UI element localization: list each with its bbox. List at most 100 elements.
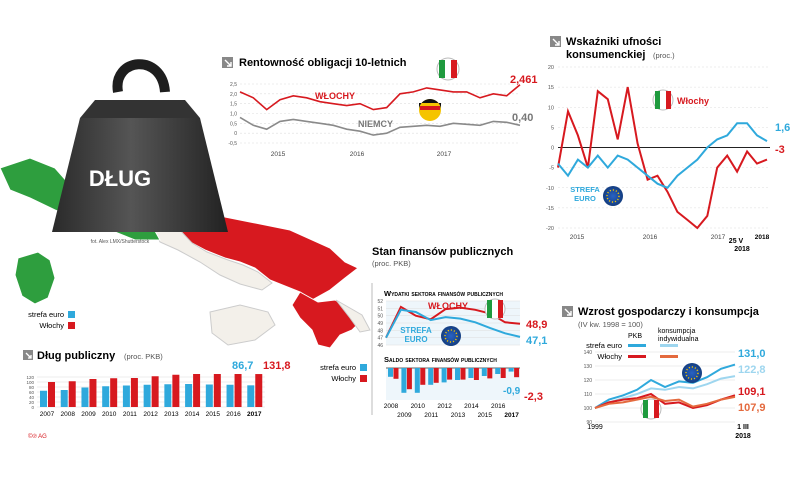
debt-bar-euro (226, 384, 234, 407)
debt-legend-italy-swatch (68, 322, 75, 329)
italy-flag-icon (652, 89, 674, 111)
exp-euro-label-1: STREFA (400, 326, 432, 335)
growth-end-top: 1 III (737, 424, 749, 431)
confidence-end-top: 25 V (729, 238, 744, 245)
confidence-eurozone-line (557, 122, 768, 190)
balance-bar-italy (420, 368, 426, 385)
confidence-y-tick: -10 (546, 186, 554, 192)
debt-bar-euro (40, 390, 47, 407)
exp-italy-label: WŁOCHY (428, 301, 468, 311)
debt-bar-italy (130, 378, 138, 407)
balance-bar-italy (460, 368, 466, 380)
weight-handle (112, 59, 170, 93)
growth-y-tick: 130 (584, 364, 593, 370)
debt-bar-italy (213, 374, 221, 407)
growth-euro-gdp-value: 131,0 (738, 348, 766, 360)
eu-flag-icon (682, 363, 702, 383)
balance-bar-italy (433, 368, 439, 383)
debt-weight: DŁUG fot. Alex LMX/Shutterstock (52, 59, 228, 245)
debt-bar-euro (247, 385, 255, 407)
finance-year-tick: 2016 (491, 403, 506, 410)
finance-unit: (proc. PKB) (372, 259, 411, 268)
map-south-red (291, 291, 361, 349)
map-heel (335, 299, 371, 333)
debt-year-tick: 2011 (123, 411, 137, 418)
confidence-y-tick: 5 (551, 125, 554, 131)
debt-year-tick: 2009 (81, 411, 96, 418)
bal-title: Saldo sektora finansów publicznych (384, 355, 497, 364)
finance-title: Stan finansów publicznych (372, 246, 513, 258)
debt-y-tick: 80 (29, 385, 35, 390)
growth-legend-col2-2: indywidualna (658, 336, 699, 343)
balance-bar-euro (468, 368, 474, 378)
debt-bar-euro (122, 385, 130, 407)
debt-y-tick: 20 (29, 400, 35, 405)
debt-bar-italy (110, 378, 118, 407)
bonds-y-tick: 1,5 (230, 102, 237, 108)
debt-bar-euro (164, 384, 172, 407)
debt-year-tick: 2010 (102, 411, 117, 418)
debt-year-tick: 2017 (247, 411, 262, 418)
growth-legend-italy: Włochy (597, 352, 622, 361)
debt-euro-value: 86,7 (232, 360, 253, 372)
bonds-y-tick: 1,0 (230, 112, 237, 118)
debt-bar-italy (193, 374, 201, 407)
confidence-y-tick: 10 (548, 105, 554, 111)
debt-bar-italy (89, 379, 97, 407)
balance-bar-euro (495, 368, 501, 374)
growth-euro-gdp-line (594, 363, 736, 409)
confidence-title-2: konsumenckiej (566, 49, 645, 61)
arrow-down-right-icon (564, 308, 572, 316)
growth-italy-consumption-line (594, 395, 736, 409)
bonds-italy-value: 2,461 (510, 74, 538, 86)
bonds-italy-line (239, 84, 521, 111)
finance-panel: Stan finansów publicznych (proc. PKB) Wy… (320, 246, 547, 419)
expenditure-y-tick: 47 (377, 336, 383, 342)
confidence-y-tick: -20 (546, 226, 554, 232)
debt-year-tick: 2014 (185, 411, 200, 418)
weight-label: DŁUG (89, 166, 151, 191)
debt-bar-euro (60, 390, 68, 407)
exp-euro-label-2: EURO (404, 335, 427, 344)
debt-unit: (proc. PKB) (124, 352, 163, 361)
bonds-italy-label: WŁOCHY (315, 91, 355, 101)
debt-year-tick: 2016 (226, 411, 241, 418)
debt-bar-euro (81, 387, 89, 407)
finance-year-tick: 2014 (464, 403, 479, 410)
expenditure-y-tick: 52 (377, 299, 383, 305)
bonds-title: Rentowność obligacji 10-letnich (239, 57, 407, 69)
finance-year-tick: 2013 (451, 412, 466, 419)
growth-y-tick: 110 (584, 392, 592, 398)
finance-year-tick: 2011 (424, 412, 438, 419)
debt-bar-euro (185, 384, 193, 407)
confidence-y-tick: 0 (551, 146, 554, 152)
growth-title: Wzrost gospodarczy i konsumpcja (578, 306, 760, 318)
debt-y-tick: 60 (29, 390, 35, 395)
germany-flag-icon (419, 99, 441, 121)
growth-legend-col2-1: konsumpcja (658, 328, 695, 335)
legend-italy-gdp-swatch (628, 355, 646, 358)
debt-legend-euro-swatch (68, 311, 75, 318)
finance-year-tick: 2012 (437, 403, 452, 410)
bonds-germany-value: 0,40 (512, 112, 533, 124)
balance-bar-euro (441, 368, 447, 383)
weight-top (80, 100, 200, 118)
debt-legend-italy: Włochy (39, 321, 64, 330)
debt-italy-value: 131,8 (263, 360, 291, 372)
bonds-germany-line (239, 116, 521, 136)
debt-title: Dług publiczny (37, 350, 116, 362)
growth-euro-cons-value: 122,8 (738, 364, 766, 376)
growth-italy-gdp-value: 109,1 (738, 386, 766, 398)
bonds-y-tick: -0,5 (228, 141, 237, 147)
finance-year-tick: 2015 (478, 412, 493, 419)
growth-italy-cons-value: 107,9 (738, 402, 766, 414)
bonds-y-tick: 0 (234, 131, 237, 137)
confidence-y-tick: -5 (549, 166, 554, 172)
balance-bar-italy (473, 368, 479, 380)
growth-y-tick: 100 (584, 406, 593, 412)
confidence-italy-value: -3 (775, 144, 785, 156)
eu-flag-icon (603, 186, 623, 206)
balance-bar-euro (481, 368, 487, 376)
confidence-x-tick: 2016 (643, 234, 658, 241)
